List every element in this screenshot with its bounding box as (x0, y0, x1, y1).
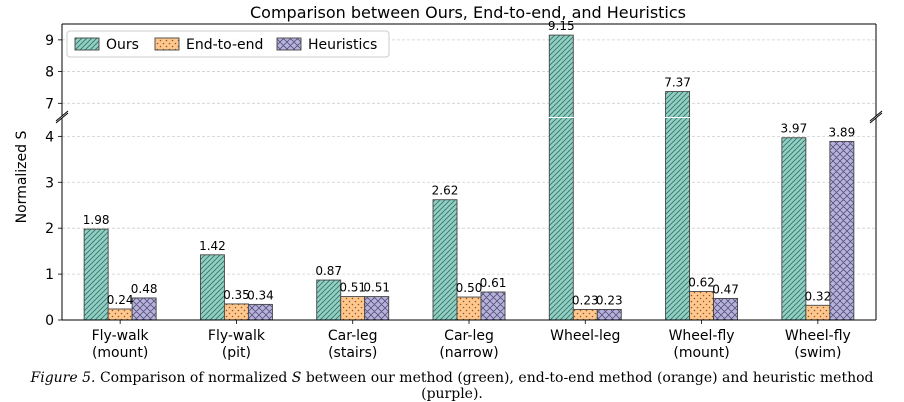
data-label: 0.62 (688, 276, 715, 290)
bar-hatch (805, 304, 831, 321)
data-label: 0.87 (315, 264, 342, 278)
data-label: 3.97 (780, 122, 807, 136)
legend-label: End-to-end (186, 37, 263, 53)
x-tick-label: Wheel-fly (785, 328, 851, 344)
bar-hatch (131, 297, 157, 321)
data-label: 1.98 (83, 213, 110, 227)
bar-hatch (83, 228, 109, 321)
data-label: 0.35 (223, 288, 250, 302)
x-tick-label: Car-leg (328, 328, 378, 344)
legend-swatch-hatch (74, 37, 100, 51)
x-tick-label: Car-leg (444, 328, 494, 344)
data-label: 1.42 (199, 239, 226, 253)
chart-title: Comparison between Ours, End-to-end, and… (250, 3, 686, 22)
axis-break-mark (55, 112, 69, 124)
x-tick-label: (swim) (794, 345, 841, 361)
axis-break-gap (547, 117, 576, 118)
axis-break-mark (55, 110, 69, 122)
bar-hatch (713, 297, 739, 321)
bar-hatch (829, 140, 855, 321)
y-tick-label: 8 (45, 65, 54, 81)
bar-hatch (456, 296, 482, 321)
caption-text-before: Comparison of normalized (99, 370, 288, 386)
bar-hatch (480, 291, 506, 321)
legend-box (66, 30, 390, 58)
data-label: 3.89 (828, 125, 855, 139)
legend-label: Heuristics (308, 37, 377, 53)
x-tick-label: Wheel-fly (669, 328, 735, 344)
y-tick-label: 2 (45, 221, 54, 237)
axis-break-gap (663, 117, 692, 118)
x-tick-label: (narrow) (439, 345, 498, 361)
data-label: 0.47 (712, 282, 739, 296)
data-label: 0.23 (572, 293, 599, 307)
x-tick-label: (pit) (222, 345, 251, 361)
y-tick-label: 3 (45, 175, 54, 191)
y-tick-label: 0 (45, 313, 54, 329)
data-label: 9.15 (548, 19, 575, 33)
bar-hatch (596, 308, 622, 321)
figure-label: Figure 5. (30, 370, 96, 386)
bar-hatch (548, 34, 574, 321)
bar-hatch (107, 308, 133, 321)
bar-hatch (247, 303, 273, 321)
y-axis-label: Normalized S (14, 131, 30, 224)
y-tick-label: 4 (45, 129, 54, 145)
data-label: 2.62 (432, 184, 459, 198)
y-tick-label: 1 (45, 267, 54, 283)
bar-hatch (572, 308, 598, 321)
bar-hatch (781, 137, 807, 321)
axis-break-mark (869, 112, 883, 124)
x-tick-label: Wheel-leg (550, 328, 620, 344)
bar-hatch (665, 91, 691, 321)
x-tick-label: (mount) (673, 345, 729, 361)
data-label: 0.34 (247, 288, 274, 302)
legend-swatch-hatch (276, 37, 302, 51)
bar-hatch (364, 296, 390, 321)
x-tick-label: Fly-walk (92, 328, 150, 344)
bar-chart: Comparison between Ours, End-to-end, and… (14, 3, 883, 361)
bar-hatch (199, 254, 225, 321)
bar-hatch (316, 279, 342, 321)
figure-caption: Figure 5. Comparison of normalized S bet… (0, 370, 904, 402)
legend-swatch-hatch (154, 37, 180, 51)
axis-break-mark (869, 110, 883, 122)
data-label: 7.37 (664, 76, 691, 90)
caption-symbol: S (291, 370, 302, 386)
data-label: 0.24 (107, 293, 134, 307)
bar-hatch (340, 296, 366, 321)
caption-text-after: between our method (green), end-to-end m… (305, 370, 874, 402)
x-tick-label: (stairs) (328, 345, 377, 361)
data-label: 0.48 (131, 282, 158, 296)
data-label: 0.32 (804, 289, 831, 303)
data-label: 0.50 (456, 281, 483, 295)
legend-label: Ours (106, 37, 139, 53)
bar-hatch (223, 303, 249, 321)
data-label: 0.61 (480, 276, 507, 290)
data-label: 0.51 (363, 281, 390, 295)
data-label: 0.23 (596, 293, 623, 307)
bar-hatch (689, 291, 715, 321)
x-tick-label: Fly-walk (208, 328, 266, 344)
bar-hatch (432, 199, 458, 321)
y-tick-label: 9 (45, 33, 54, 49)
x-tick-label: (mount) (92, 345, 148, 361)
data-label: 0.51 (339, 281, 366, 295)
y-tick-label: 7 (45, 96, 54, 112)
